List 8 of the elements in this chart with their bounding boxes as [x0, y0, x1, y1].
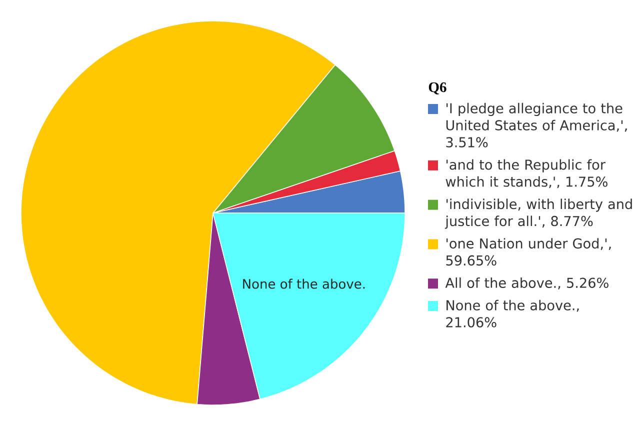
legend-title: Q6	[428, 82, 446, 94]
legend-label: 'indivisible, with liberty and justice for all.', 8.77%	[444, 198, 632, 229]
legend-label: 'one Nation under God,', 59.65%	[446, 238, 611, 266]
legend-label: None of the above., 21.06%	[446, 300, 579, 328]
legend-label: 'and to the Republic for which it stands,', 1.75%	[446, 159, 608, 188]
legend-label: All of the above., 5.26%	[445, 277, 608, 290]
legend-label: 'I pledge allegiance to the United States of America,', 3.51%	[446, 102, 627, 148]
data-label: None of the above.	[243, 278, 365, 289]
